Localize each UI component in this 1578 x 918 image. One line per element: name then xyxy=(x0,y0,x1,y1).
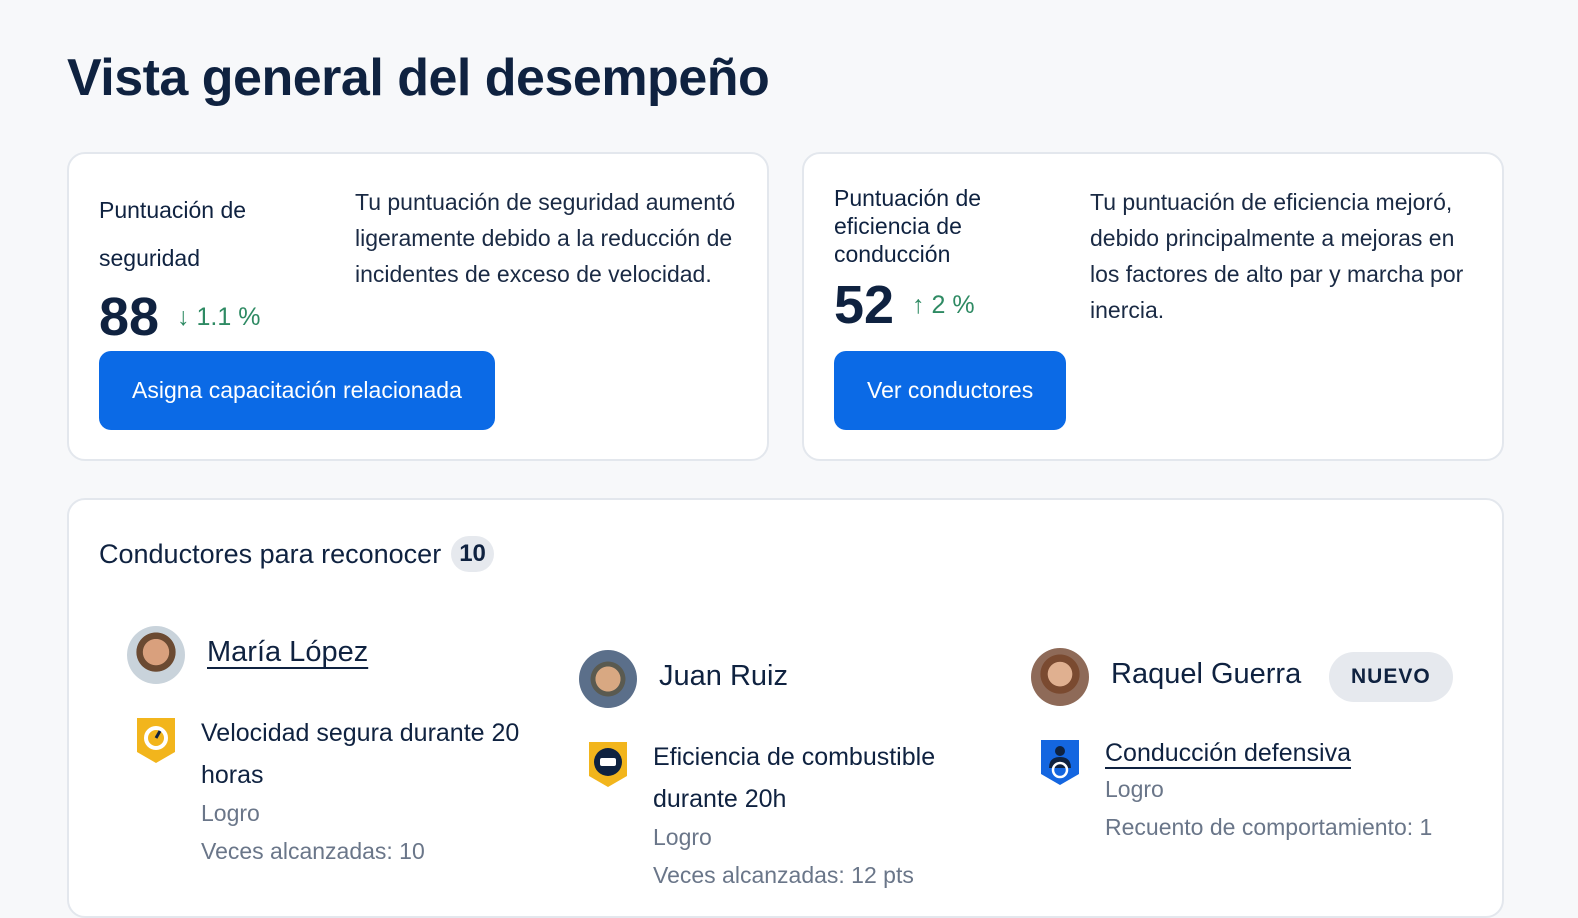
safety-score-delta: ↓ 1.1 % xyxy=(177,302,261,331)
safety-score-description: Tu puntuación de seguridad aumentó liger… xyxy=(355,189,736,287)
car-badge-icon xyxy=(589,742,627,787)
achievement-stat: Recuento de comportamiento: 1 xyxy=(1105,814,1433,840)
arrow-up-icon: ↑ xyxy=(912,290,925,319)
achievement-type: Logro xyxy=(1105,776,1164,802)
speedometer-badge-icon xyxy=(137,718,175,763)
achievement-title: Velocidad segura durante 20 horas xyxy=(201,719,520,789)
arrow-down-icon: ↓ xyxy=(177,302,190,331)
driver-name: Raquel Guerra xyxy=(1111,658,1302,690)
efficiency-score-value: 52 xyxy=(834,275,895,335)
achievement-link[interactable]: Conducción defensiva xyxy=(1105,739,1351,767)
driver-name: Juan Ruiz xyxy=(659,660,788,692)
achievement-stat: Veces alcanzadas: 12 pts xyxy=(653,862,914,888)
safety-score-value: 88 xyxy=(99,287,160,347)
safety-score-card: Puntuación de seguridad 88 ↓ 1.1 % Tu pu… xyxy=(67,152,769,461)
steering-wheel-badge-icon xyxy=(1041,740,1079,785)
driver-name-link[interactable]: María López xyxy=(207,636,369,668)
view-drivers-button[interactable]: Ver conductores xyxy=(834,351,1067,430)
count-badge: 10 xyxy=(451,536,494,572)
achievement-stat: Veces alcanzadas: 10 xyxy=(201,838,425,864)
efficiency-score-card: Puntuación de eficiencia de conducción 5… xyxy=(802,152,1504,461)
efficiency-score-delta: ↑ 2 % xyxy=(912,290,975,319)
avatar xyxy=(127,626,185,684)
section-title: Conductores para reconocer 10 xyxy=(99,536,494,572)
safety-score-label: Puntuación de seguridad xyxy=(99,197,247,271)
efficiency-score-description: Tu puntuación de eficiencia mejoró, debi… xyxy=(1090,189,1464,323)
achievement-type: Logro xyxy=(201,800,260,826)
new-badge: NUEVO xyxy=(1329,652,1453,702)
efficiency-score-label: Puntuación de eficiencia de conducción xyxy=(834,185,982,267)
drivers-to-recognize-card: Conductores para reconocer 10 María Lópe… xyxy=(67,498,1504,918)
avatar xyxy=(1031,648,1089,706)
assign-training-button[interactable]: Asigna capacitación relacionada xyxy=(99,351,495,430)
avatar xyxy=(579,650,637,708)
page-title: Vista general del desempeño xyxy=(67,49,770,107)
achievement-type: Logro xyxy=(653,824,712,850)
achievement-title: Eficiencia de combustible durante 20h xyxy=(653,743,936,813)
